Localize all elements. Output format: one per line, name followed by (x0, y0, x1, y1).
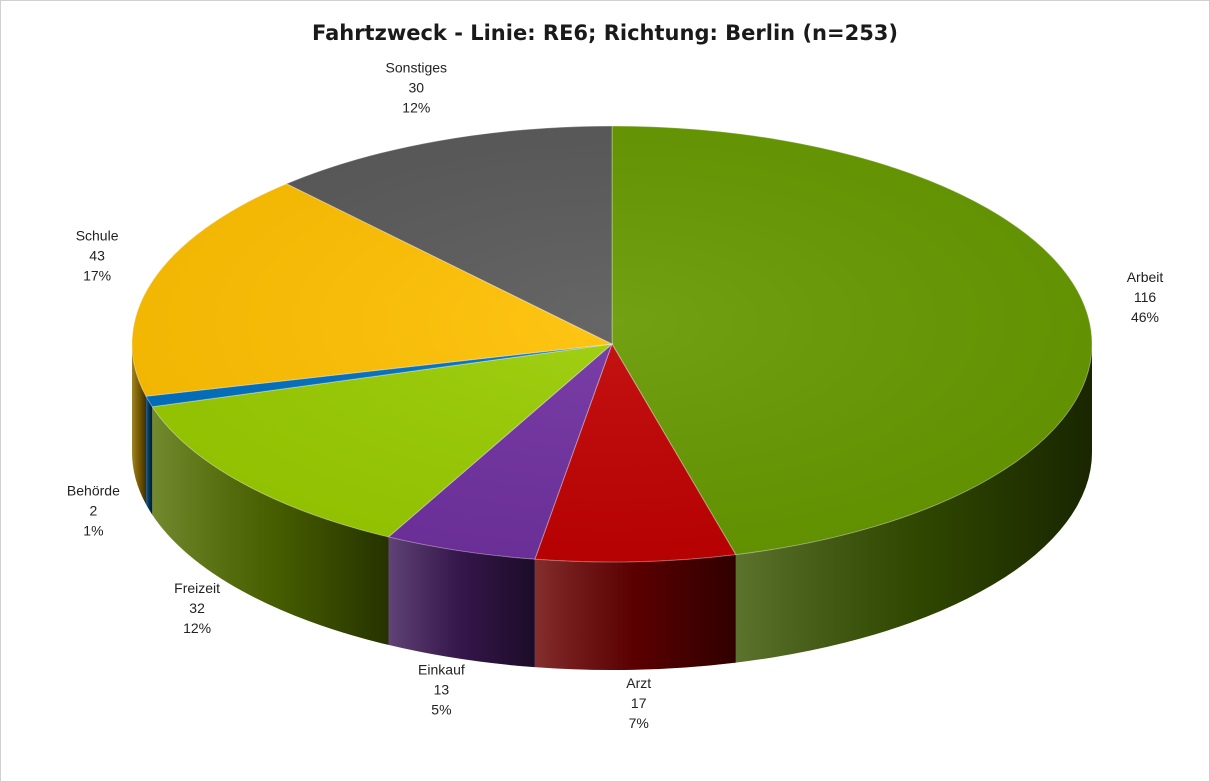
slice-label: Arzt (626, 675, 651, 691)
slice-value: 17 (631, 695, 647, 711)
slice-label-sonstiges: Sonstiges 30 12% (386, 59, 447, 115)
slice-label: Schule (76, 228, 119, 244)
slice-label-arzt: Arzt 17 7% (626, 675, 651, 731)
pie-labels: Arbeit 116 46% Arzt 17 7% Einkauf 13 5% Freizeit 3… (67, 59, 1163, 731)
pie-side-shade (146, 396, 153, 515)
slice-label: Arbeit (1127, 269, 1164, 285)
slice-label-schule: Schule 43 17% (76, 228, 119, 284)
slice-value: 32 (189, 600, 205, 616)
slice-percent: 12% (183, 620, 211, 636)
slice-percent: 1% (83, 523, 103, 539)
slice-label: Behörde (67, 483, 120, 499)
slice-label-freizeit: Freizeit 32 12% (174, 580, 220, 636)
pie-side-shade (132, 344, 147, 505)
pie-top-shade (132, 126, 1092, 562)
pie-side-shade (388, 536, 535, 668)
slice-value: 2 (90, 503, 98, 519)
slice-label-arbeit: Arbeit 116 46% (1127, 269, 1164, 325)
slice-value: 116 (1134, 289, 1157, 305)
chart-title: Fahrtzweck - Linie: RE6; Richtung: Berli… (311, 21, 899, 45)
slice-percent: 5% (431, 702, 451, 718)
slice-percent: 7% (629, 715, 649, 731)
pie-side-shade (735, 344, 1092, 663)
slice-label: Sonstiges (386, 59, 447, 75)
slice-percent: 46% (1131, 309, 1159, 325)
slice-label-behörde: Behörde 2 1% (67, 483, 120, 539)
pie-side-shade (534, 554, 736, 671)
slice-value: 30 (409, 79, 425, 95)
slice-percent: 12% (402, 99, 430, 115)
slice-value: 13 (434, 682, 450, 698)
pie-sides (132, 344, 1092, 671)
slice-label: Freizeit (174, 580, 220, 596)
slice-percent: 17% (83, 268, 111, 284)
pie-tops (131, 125, 1093, 563)
slice-value: 43 (89, 248, 105, 264)
pie-side-shade (152, 406, 389, 645)
slice-label: Einkauf (418, 662, 465, 678)
slice-label-einkauf: Einkauf 13 5% (418, 662, 465, 718)
